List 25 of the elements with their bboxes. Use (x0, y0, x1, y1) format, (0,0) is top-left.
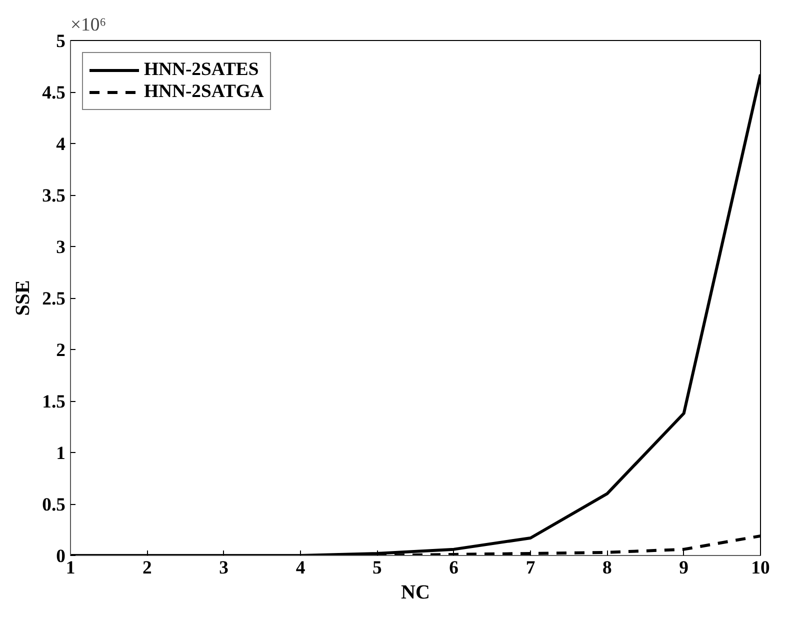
text: ×10⁶ (70, 14, 106, 36)
y-tick-label: 0 (56, 546, 66, 567)
y-tick-label: 4.5 (42, 82, 66, 104)
x-tick-label: 9 (679, 558, 688, 578)
y-tick-label: 0.5 (42, 494, 66, 516)
x-tick-label: 4 (296, 558, 306, 578)
x-axis-title: NC (401, 582, 430, 604)
x-tick-label: 10 (751, 558, 770, 578)
y-tick-label: 3.5 (42, 186, 66, 206)
y-tick-label: 3 (56, 237, 66, 258)
y-tick-label: 2 (56, 340, 66, 361)
legend-label: HNN-2SATES (144, 59, 259, 81)
y-tick-label: 1.5 (42, 392, 66, 412)
y-tick-label: 5 (56, 31, 66, 52)
x-tick-label: 3 (219, 558, 228, 578)
y-tick-label: 1 (56, 443, 66, 464)
x-tick-label: 5 (372, 558, 382, 578)
x-tick-label: 8 (602, 558, 612, 578)
legend-label: HNN-2SATGA (144, 81, 264, 103)
y-tick-label: 2.5 (42, 288, 66, 310)
y-tick-label: 4 (56, 134, 66, 155)
x-tick-label: 7 (526, 558, 536, 578)
x-tick-label: 6 (449, 558, 458, 578)
y-axis-title: SSE (12, 280, 34, 316)
x-tick-label: 2 (142, 558, 152, 578)
